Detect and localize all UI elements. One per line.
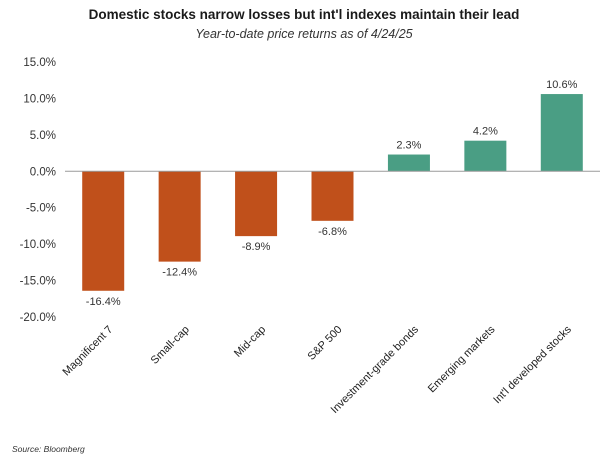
bar xyxy=(158,171,201,262)
y-tick-label: 15.0% xyxy=(23,57,56,69)
bar xyxy=(464,140,507,172)
x-tick-label: Magnificent 7 xyxy=(61,324,116,379)
bar xyxy=(387,154,430,172)
data-label: -8.9% xyxy=(242,241,271,253)
y-tick-label: -10.0% xyxy=(20,239,56,251)
x-tick-label: Emerging markets xyxy=(426,323,498,395)
data-label: 2.3% xyxy=(396,140,421,152)
y-axis: 15.0% 10.0% 5.0% 0.0% -5.0% -10.0% -15.0% -20.0… xyxy=(20,57,56,324)
y-tick-label: -20.0% xyxy=(20,312,56,324)
x-tick-label: Int'l developed stocks xyxy=(491,323,574,406)
bars xyxy=(82,94,583,291)
data-label: 10.6% xyxy=(546,79,577,91)
y-tick-label: -15.0% xyxy=(20,276,56,288)
data-label: -6.8% xyxy=(318,226,347,238)
data-labels: -16.4% -12.4% -8.9% -6.8% 2.3% 4.2% 10.6% xyxy=(86,79,578,308)
y-tick-label: 0.0% xyxy=(30,166,56,178)
bar xyxy=(235,171,278,237)
x-tick-label: Investment-grade bonds xyxy=(329,323,422,416)
x-axis: Magnificent 7 Small-cap Mid-cap S&P 500Inve… xyxy=(61,323,575,416)
data-label: 4.2% xyxy=(473,126,498,138)
y-tick-label: 5.0% xyxy=(30,130,56,142)
x-tick-label: Small-cap xyxy=(149,324,192,367)
bar xyxy=(311,171,354,221)
data-label: -16.4% xyxy=(86,296,121,308)
bar xyxy=(540,94,583,172)
chart-subtitle: Year-to-date price returns as of 4/24/25 xyxy=(195,27,412,41)
chart-title: Domestic stocks narrow losses but int'l … xyxy=(89,7,520,22)
source-note: Source: Bloomberg xyxy=(12,444,85,454)
x-tick-label: S&P 500 xyxy=(306,324,345,363)
y-tick-label: 10.0% xyxy=(23,93,56,105)
x-tick-label: Mid-cap xyxy=(232,324,268,360)
y-tick-label: -5.0% xyxy=(26,203,56,215)
data-label: -12.4% xyxy=(162,267,197,279)
bar xyxy=(82,171,125,291)
